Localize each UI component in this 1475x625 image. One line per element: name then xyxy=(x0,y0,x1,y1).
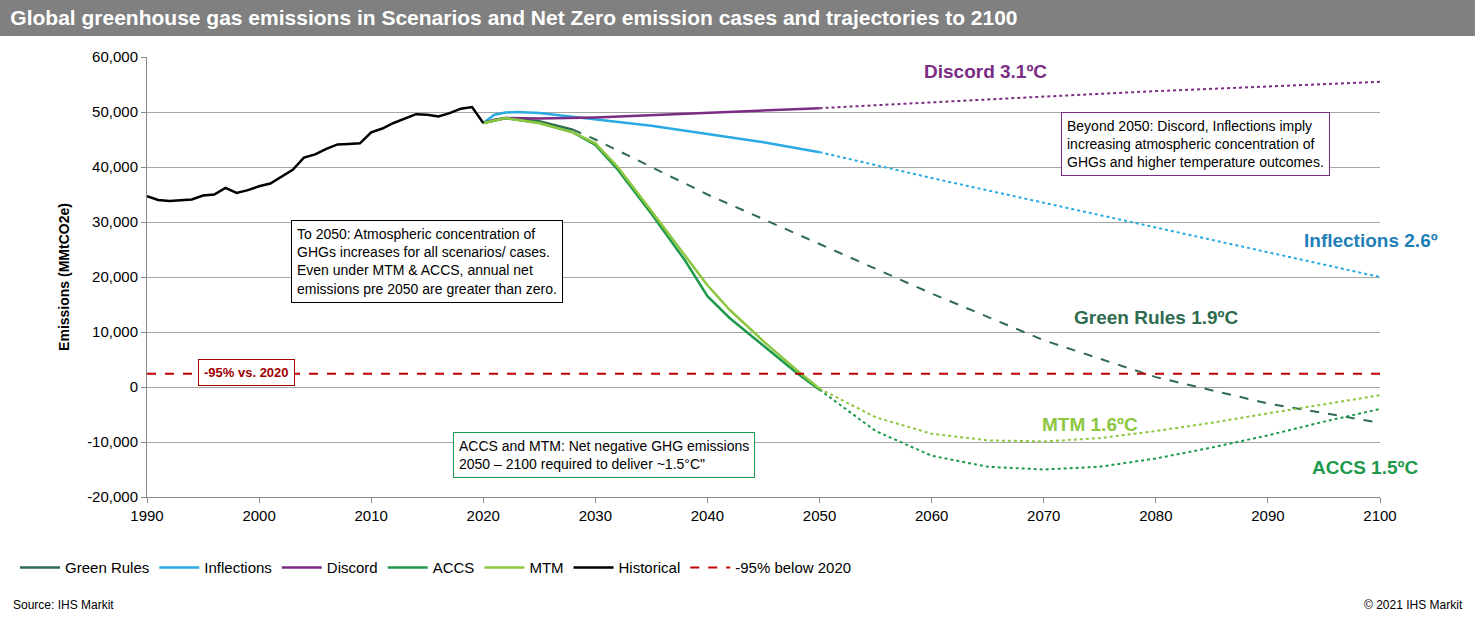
svg-text:MTM: MTM xyxy=(529,559,563,576)
svg-text:Source: IHS Markit: Source: IHS Markit xyxy=(13,598,114,612)
svg-text:2090: 2090 xyxy=(1251,507,1284,524)
svg-text:2050: 2050 xyxy=(803,507,836,524)
svg-text:© 2021 IHS Markit: © 2021 IHS Markit xyxy=(1364,598,1463,612)
svg-text:MTM 1.6ºC: MTM 1.6ºC xyxy=(1042,414,1138,435)
svg-text:Inflections: Inflections xyxy=(204,559,272,576)
svg-text:2070: 2070 xyxy=(1027,507,1060,524)
svg-text:2010: 2010 xyxy=(354,507,387,524)
svg-text:-95% vs. 2020: -95% vs. 2020 xyxy=(204,365,289,380)
svg-text:-20,000: -20,000 xyxy=(87,488,138,505)
svg-text:Inflections 2.6º: Inflections 2.6º xyxy=(1304,230,1438,251)
svg-text:20,000: 20,000 xyxy=(92,268,138,285)
svg-text:50,000: 50,000 xyxy=(92,103,138,120)
svg-text:10,000: 10,000 xyxy=(92,323,138,340)
svg-text:Discord 3.1ºC: Discord 3.1ºC xyxy=(924,61,1047,82)
svg-text:2020: 2020 xyxy=(467,507,500,524)
svg-text:Emissions (MMtCO2e): Emissions (MMtCO2e) xyxy=(56,203,72,351)
svg-text:Green Rules: Green Rules xyxy=(65,559,149,576)
svg-text:2030: 2030 xyxy=(579,507,612,524)
svg-text:Global greenhouse gas emission: Global greenhouse gas emissions in Scena… xyxy=(10,6,1017,29)
svg-text:ACCS and MTM: Net negative GHG: ACCS and MTM: Net negative GHG emissions… xyxy=(459,438,749,472)
svg-text:-95% below 2020: -95% below 2020 xyxy=(735,559,851,576)
svg-text:Discord: Discord xyxy=(327,559,378,576)
svg-text:Beyond 2050: Discord, Inflecti: Beyond 2050: Discord, Inflections implyi… xyxy=(1067,118,1324,170)
svg-text:To 2050: Atmospheric concentra: To 2050: Atmospheric concentration ofGHG… xyxy=(297,226,557,297)
svg-text:ACCS: ACCS xyxy=(433,559,475,576)
svg-text:ACCS 1.5ºC: ACCS 1.5ºC xyxy=(1312,457,1418,478)
svg-text:40,000: 40,000 xyxy=(92,158,138,175)
svg-text:1990: 1990 xyxy=(130,507,163,524)
svg-text:0: 0 xyxy=(130,378,138,395)
svg-text:2040: 2040 xyxy=(691,507,724,524)
svg-text:2060: 2060 xyxy=(915,507,948,524)
svg-text:Green Rules 1.9ºC: Green Rules 1.9ºC xyxy=(1074,307,1239,328)
svg-text:60,000: 60,000 xyxy=(92,48,138,65)
svg-text:30,000: 30,000 xyxy=(92,213,138,230)
svg-text:2100: 2100 xyxy=(1363,507,1396,524)
svg-text:2080: 2080 xyxy=(1139,507,1172,524)
svg-text:2000: 2000 xyxy=(242,507,275,524)
svg-text:Historical: Historical xyxy=(619,559,681,576)
svg-text:-10,000: -10,000 xyxy=(87,433,138,450)
